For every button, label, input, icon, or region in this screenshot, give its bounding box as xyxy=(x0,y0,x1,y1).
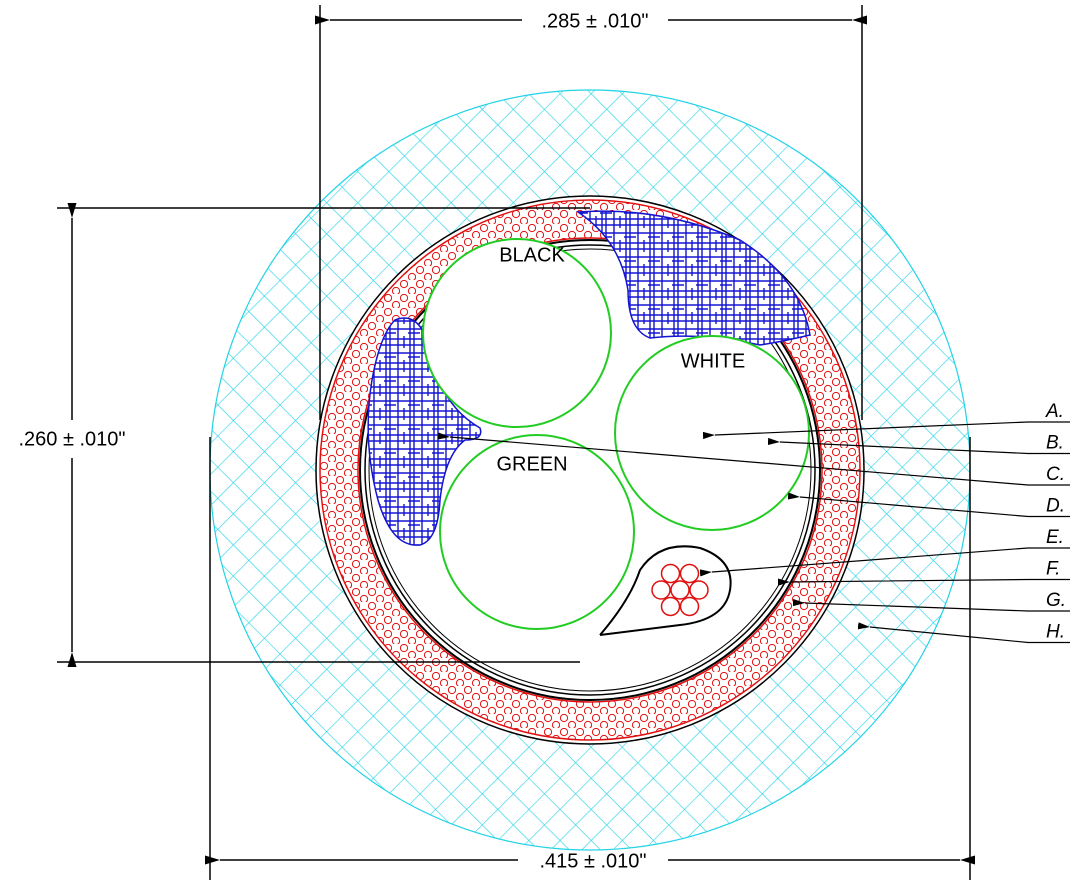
callout-letter: H. xyxy=(1046,622,1065,643)
extension-line xyxy=(209,437,971,880)
strand xyxy=(660,563,681,584)
strand xyxy=(679,563,700,584)
leader-line xyxy=(792,598,1070,612)
leader-line xyxy=(437,432,1070,486)
conductor-label: BLACK xyxy=(499,244,565,266)
filler xyxy=(575,210,811,346)
callout-letter: C. xyxy=(1046,464,1065,485)
leader-line xyxy=(857,622,1070,644)
conductor-insulation xyxy=(422,238,612,428)
leader-line xyxy=(777,578,1070,586)
leader-line xyxy=(767,437,1070,455)
dimension-label: .260 ± .010" xyxy=(18,428,125,450)
callout-letter: G. xyxy=(1046,590,1066,611)
strand xyxy=(670,580,690,600)
extension-line xyxy=(57,207,590,663)
extension-line xyxy=(319,5,863,420)
callout-letter: B. xyxy=(1046,433,1064,454)
callout-letter: F. xyxy=(1046,559,1060,580)
leader-line xyxy=(702,421,1070,440)
strand xyxy=(679,596,700,617)
drain-pocket xyxy=(599,545,732,636)
callout-letter: D. xyxy=(1046,496,1065,517)
callouts: A. B. C. D. E. F. G. H. xyxy=(437,401,1070,644)
dimension-label: .415 ± .010" xyxy=(539,850,646,872)
conductor-label: WHITE xyxy=(681,350,745,372)
strand xyxy=(660,596,681,617)
leader-line xyxy=(787,492,1070,518)
strand xyxy=(651,580,671,600)
dimension-label: .285 ± .010" xyxy=(541,10,648,32)
callout-letter: E. xyxy=(1046,527,1064,548)
callout-letter: A. xyxy=(1045,401,1064,422)
conductor-label: GREEN xyxy=(496,453,567,475)
leader-line xyxy=(699,547,1070,577)
strand xyxy=(689,580,709,600)
conductor-insulation xyxy=(439,434,635,630)
